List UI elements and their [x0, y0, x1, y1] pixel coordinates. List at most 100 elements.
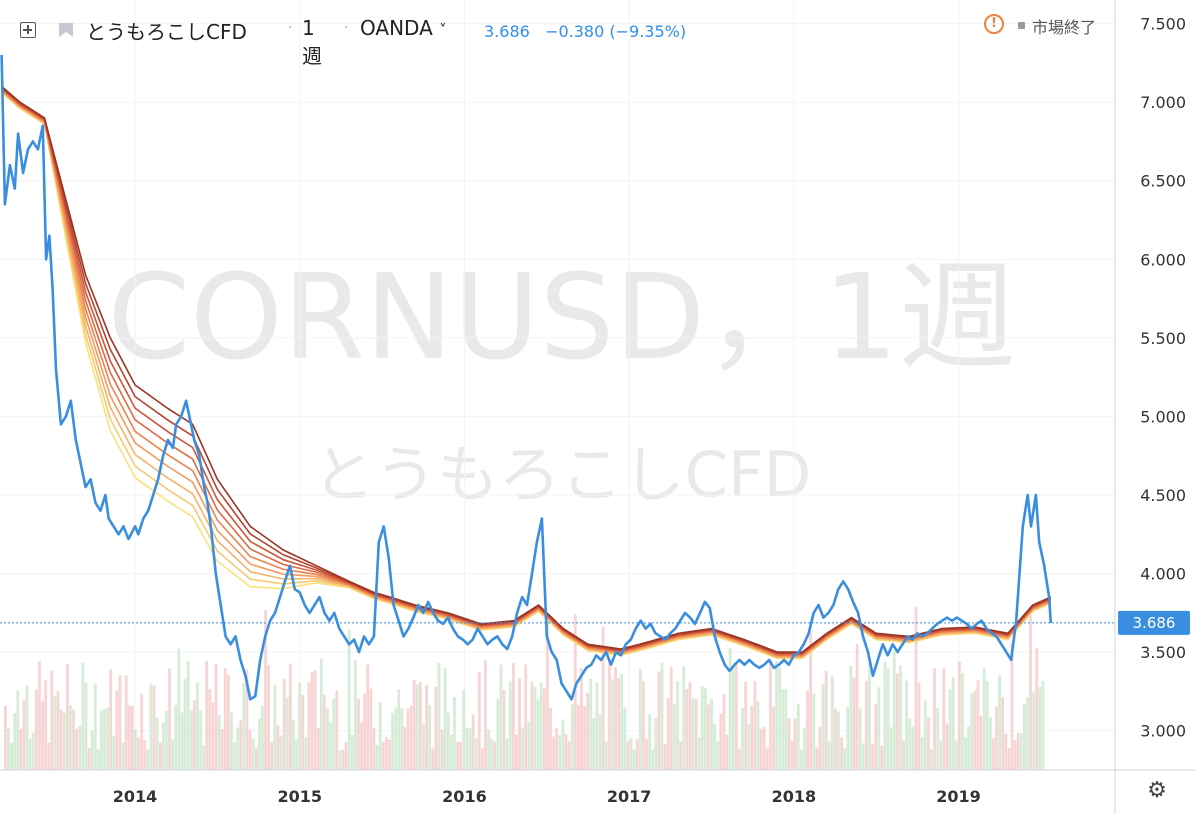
volume-bar [998, 675, 1001, 770]
volume-bar [130, 706, 134, 770]
volume-bar [137, 737, 140, 770]
volume-bar [41, 700, 44, 770]
volume-bar [741, 707, 744, 770]
volume-bar [313, 670, 317, 770]
volume-bar [880, 745, 884, 770]
volume-bar [295, 738, 298, 770]
volume-bar [484, 660, 487, 770]
volume-bar [477, 671, 481, 770]
volume-bar [957, 661, 961, 770]
volume-bar [251, 738, 255, 770]
volume-bar [391, 712, 394, 770]
volume-bar [781, 689, 785, 770]
volume-bar [434, 686, 438, 770]
volume-bar [886, 668, 890, 770]
volume-bar [778, 667, 782, 770]
volume-bar [409, 705, 413, 770]
volume-bar [632, 749, 636, 770]
volume-bar [183, 679, 187, 770]
timeframe[interactable]: 1週 [302, 16, 322, 68]
broker-selector[interactable]: OANDA ˅ [360, 16, 447, 40]
volume-bar [713, 723, 717, 770]
volume-bar [403, 727, 407, 770]
volume-bar [323, 694, 326, 770]
volume-bar [775, 661, 778, 770]
x-axis[interactable]: 4月201420152016201720182019 [0, 787, 981, 806]
volume-bar [4, 705, 7, 770]
x-tick-label: 2017 [607, 787, 652, 806]
volume-bar [676, 681, 679, 770]
volume-bar [759, 728, 763, 770]
y-tick-label: 4.000 [1140, 565, 1186, 584]
volume-bar [19, 728, 23, 770]
volume-bar [84, 682, 88, 770]
volume-bar [592, 718, 596, 770]
volume-bar [1001, 697, 1005, 770]
volume-bar [168, 668, 171, 770]
volume-bar [59, 709, 63, 770]
volume-bar [103, 708, 106, 770]
warning-icon[interactable]: ! [984, 14, 1004, 34]
price-line [0, 54, 1053, 701]
volume-bar [979, 715, 983, 770]
volume-bar [549, 707, 552, 770]
volume-bar [539, 682, 543, 770]
volume-bar [521, 727, 525, 770]
volume-bar [233, 742, 236, 770]
volume-bar [487, 729, 490, 770]
volume-bar [490, 739, 494, 770]
volume-bar [920, 736, 924, 770]
volume-bar [115, 690, 119, 770]
volume-bar [199, 710, 202, 770]
volume-bar [298, 683, 302, 770]
add-symbol-icon[interactable] [20, 22, 36, 38]
volume-bar [78, 725, 82, 770]
volume-bar [301, 695, 305, 770]
volume-bar [738, 748, 741, 770]
separator: · [288, 20, 293, 36]
volume-bar [285, 697, 289, 770]
last-price-box [1118, 610, 1190, 635]
volume-bar [614, 667, 617, 770]
volume-bar [843, 748, 847, 770]
symbol-name[interactable]: とうもろこしCFD [86, 20, 247, 44]
volume-bar [710, 699, 713, 770]
volume-bar [607, 661, 611, 770]
volume-bar [121, 742, 125, 770]
volume-bar [765, 747, 769, 770]
volume-bar [936, 708, 940, 770]
gear-icon[interactable]: ⚙ [1147, 778, 1167, 803]
volume-bar [942, 668, 946, 770]
volume-bar [34, 689, 38, 770]
volume-bar [375, 744, 379, 770]
volume-bar [617, 678, 621, 770]
volume-bar [189, 710, 193, 770]
volume-bar [546, 619, 549, 770]
y-axis[interactable]: 7.500 7.000 6.500 6.000 5.500 5.000 4.500 4.000… [1140, 15, 1186, 741]
y-tick-label: 4.500 [1140, 486, 1186, 505]
volume-bar [1016, 732, 1020, 770]
volume-bar [511, 662, 515, 770]
volume-bar [623, 707, 627, 770]
volume-bar [90, 730, 94, 770]
volume-bar [908, 718, 912, 770]
volume-bar [406, 708, 410, 770]
volume-bar [930, 748, 933, 770]
x-tick-label: 2018 [772, 787, 817, 806]
volume-bar [81, 662, 85, 770]
volume-bar [465, 727, 469, 770]
volume-bar [518, 678, 521, 770]
volume-bar [635, 739, 639, 770]
volume-bar [456, 741, 459, 770]
volume-bar [939, 740, 943, 770]
broker-name: OANDA [360, 16, 433, 40]
volume-bar [143, 740, 147, 770]
volume-bar [384, 737, 388, 770]
flag-icon[interactable] [58, 22, 74, 38]
volume-bar [100, 710, 103, 770]
y-tick-label: 5.000 [1140, 407, 1186, 426]
volume-bar [1038, 686, 1042, 770]
separator: · [344, 20, 349, 36]
